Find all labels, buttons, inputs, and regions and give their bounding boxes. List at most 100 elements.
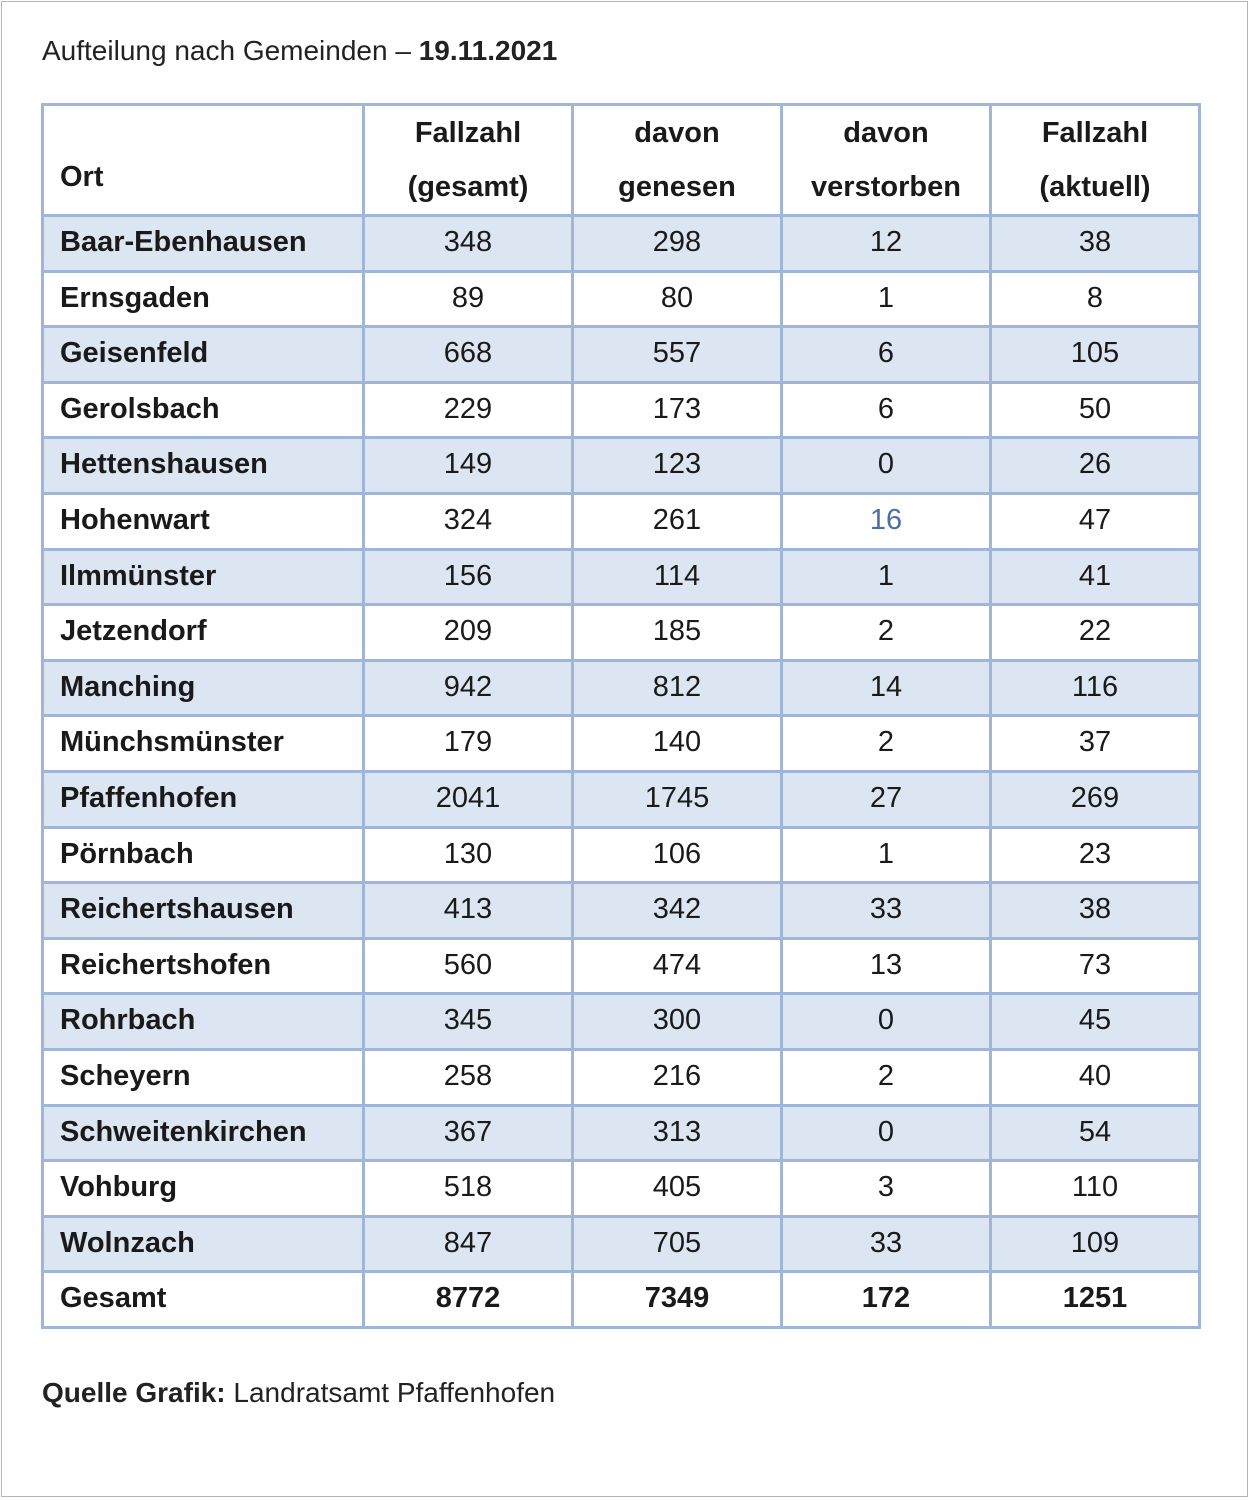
table-row: Baar-Ebenhausen 348 298 12 38 [41,214,1201,273]
table-row: Jetzendorf 209 185 2 22 [41,603,1201,662]
cell-place: Vohburg [41,1159,365,1218]
table-row: Ernsgaden 89 80 1 8 [41,269,1201,329]
title-prefix: Aufteilung nach Gemeinden – [42,35,419,66]
cell-fallzahl-gesamt: 2041 [362,769,574,829]
cell-genesen: 106 [571,825,783,885]
table-row: Münchsmünster 179 140 2 37 [41,714,1201,773]
cell-verstorben: 1 [780,825,992,885]
cell-fallzahl-aktuell: 50 [989,380,1201,440]
cell-place: Ernsgaden [41,269,365,329]
cell-fallzahl-aktuell: 38 [989,881,1201,940]
cell-fallzahl-gesamt: 518 [362,1159,574,1218]
cell-place: Hettenshausen [41,436,365,495]
table-row: Wolnzach 847 705 33 109 [41,1214,1201,1274]
cell-fallzahl-aktuell: 45 [989,992,1201,1051]
source-note: Quelle Grafik: Landratsamt Pfaffenhofen [42,1376,555,1410]
cell-fallzahl-gesamt: 560 [362,936,574,996]
cell-genesen: 405 [571,1159,783,1218]
cell-place: Scheyern [41,1047,365,1107]
cell-place: Rohrbach [41,992,365,1051]
column-header-genesen: davon genesen [571,103,783,217]
cell-fallzahl-gesamt: 89 [362,269,574,329]
cell-genesen: 140 [571,714,783,773]
table-row: Reichertshausen 413 342 33 38 [41,881,1201,940]
title-date: 19.11.2021 [418,35,558,66]
cell-genesen: 216 [571,1047,783,1107]
cell-genesen: 1745 [571,769,783,829]
cell-total-genesen: 7349 [571,1270,783,1329]
cell-genesen: 812 [571,658,783,718]
cell-total-verstorben: 172 [780,1270,992,1329]
cell-verstorben: 12 [780,214,992,273]
cell-place: Reichertshofen [41,936,365,996]
cell-fallzahl-gesamt: 668 [362,325,574,384]
table-row: Schweitenkirchen 367 313 0 54 [41,1103,1201,1163]
cell-fallzahl-gesamt: 229 [362,380,574,440]
cell-genesen: 185 [571,603,783,662]
cell-verstorben: 1 [780,269,992,329]
cell-place: Gerolsbach [41,380,365,440]
cell-verstorben: 6 [780,325,992,384]
source-text: Landratsamt Pfaffenhofen [225,1377,556,1408]
cell-genesen: 298 [571,214,783,273]
cell-fallzahl-aktuell: 116 [989,658,1201,718]
table-row: Rohrbach 345 300 0 45 [41,992,1201,1051]
cell-verstorben: 0 [780,992,992,1051]
column-header-fallzahl-aktuell: Fallzahl (aktuell) [989,103,1201,217]
column-header-verstorben: davon verstorben [780,103,992,217]
cell-place: Münchsmünster [41,714,365,773]
cell-fallzahl-gesamt: 324 [362,491,574,551]
cell-verstorben: 6 [780,380,992,440]
cell-verstorben: 1 [780,547,992,607]
cell-verstorben: 3 [780,1159,992,1218]
column-header-line1: davon [634,117,720,149]
cell-verstorben: 27 [780,769,992,829]
column-header-line2: verstorben [811,171,961,203]
cell-fallzahl-gesamt: 156 [362,547,574,607]
cell-place: Pfaffenhofen [41,769,365,829]
cell-verstorben: 2 [780,714,992,773]
cell-fallzahl-gesamt: 130 [362,825,574,885]
page-title: Aufteilung nach Gemeinden – 19.11.2021 [42,34,557,68]
cell-genesen: 261 [571,491,783,551]
column-header-fallzahl-gesamt: Fallzahl (gesamt) [362,103,574,217]
cell-fallzahl-gesamt: 942 [362,658,574,718]
cell-genesen: 300 [571,992,783,1051]
column-header-line1: Fallzahl [1041,117,1149,149]
cell-place: Manching [41,658,365,718]
cell-fallzahl-gesamt: 348 [362,214,574,273]
cell-fallzahl-aktuell: 105 [989,325,1201,384]
column-header-ort: Ort [41,103,365,217]
cell-genesen: 123 [571,436,783,495]
table-row: Hettenshausen 149 123 0 26 [41,436,1201,495]
table-row: Hohenwart 324 261 16 47 [41,491,1201,551]
cell-genesen: 173 [571,380,783,440]
column-header-label: Ort [60,161,104,193]
cell-place: Pörnbach [41,825,365,885]
cell-total-fallzahl-aktuell: 1251 [989,1270,1201,1329]
cell-genesen: 313 [571,1103,783,1163]
cell-fallzahl-aktuell: 269 [989,769,1201,829]
column-header-line2: genesen [618,171,736,203]
cell-fallzahl-aktuell: 109 [989,1214,1201,1274]
table-row: Ilmmünster 156 114 1 41 [41,547,1201,607]
table-total-row: Gesamt 8772 7349 172 1251 [41,1270,1201,1329]
table-row: Geisenfeld 668 557 6 105 [41,325,1201,384]
cell-verstorben: 33 [780,1214,992,1274]
column-header-line2: (gesamt) [407,171,529,203]
cell-place: Wolnzach [41,1214,365,1274]
cell-verstorben: 14 [780,658,992,718]
table-row: Pörnbach 130 106 1 23 [41,825,1201,885]
cell-place: Baar-Ebenhausen [41,214,365,273]
column-header-line2: (aktuell) [1039,171,1151,203]
cell-fallzahl-gesamt: 345 [362,992,574,1051]
cases-table: Ort Fallzahl (gesamt) davon genesen davon v… [41,103,1201,1329]
cell-fallzahl-aktuell: 23 [989,825,1201,885]
cell-fallzahl-gesamt: 258 [362,1047,574,1107]
cell-fallzahl-gesamt: 847 [362,1214,574,1274]
column-header-line1: Fallzahl [414,117,522,149]
cell-total-label: Gesamt [41,1270,365,1329]
cell-genesen: 114 [571,547,783,607]
cell-verstorben: 2 [780,603,992,662]
